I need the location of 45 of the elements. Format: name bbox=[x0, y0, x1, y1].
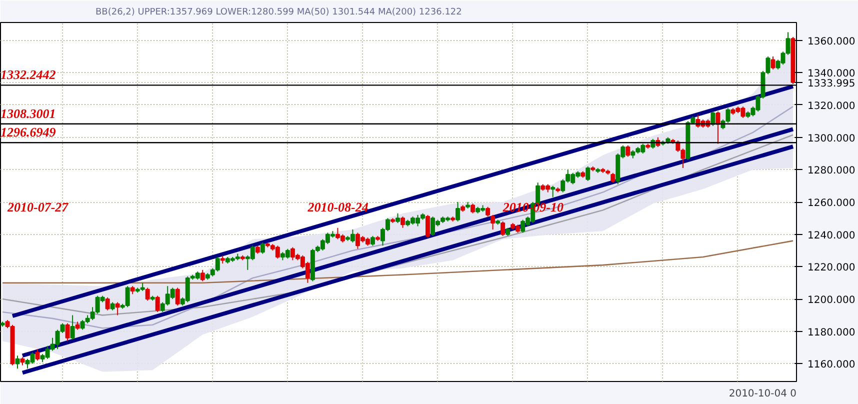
candlestick bbox=[145, 287, 150, 302]
candlestick bbox=[716, 110, 720, 144]
annotation: 2010-08-24 bbox=[306, 200, 369, 215]
candlestick bbox=[610, 172, 616, 184]
candlestick bbox=[490, 214, 496, 230]
candlestick bbox=[200, 269, 205, 282]
text: 2010-10-04 0 bbox=[728, 388, 796, 400]
candlestick bbox=[400, 216, 406, 228]
y-tick-label: 1180.000 bbox=[808, 327, 856, 338]
line-series bbox=[2, 240, 794, 284]
candlestick bbox=[70, 314, 75, 340]
y-tick-label: 1360.000 bbox=[808, 36, 856, 48]
candlestick bbox=[586, 166, 590, 182]
candlestick bbox=[175, 287, 180, 306]
candlestick bbox=[486, 206, 490, 218]
candlestick bbox=[65, 322, 70, 342]
annotation: 2010-07-27 bbox=[6, 200, 69, 215]
candlestick bbox=[626, 144, 630, 158]
y-tick-label: 1220.000 bbox=[808, 262, 856, 274]
y-tick-label: 1240.000 bbox=[808, 230, 856, 242]
y-tick-label: 1333.995 bbox=[808, 78, 856, 90]
chart-title: BB(26,2) UPPER:1357.969 LOWER:1280.599 MA(50) 1301.544 MA(200) 1236.122 bbox=[96, 8, 462, 18]
y-tick-label: 1340.000 bbox=[808, 68, 856, 80]
candlestick bbox=[115, 302, 120, 316]
candlestick bbox=[500, 220, 506, 236]
candlestick bbox=[155, 295, 160, 312]
candlestick bbox=[370, 235, 375, 246]
y-tick-label: 1160.000 bbox=[808, 360, 856, 371]
candlestick bbox=[770, 56, 776, 70]
y-tick-label: 1300.000 bbox=[808, 133, 856, 144]
candlestick bbox=[105, 296, 110, 311]
candlestick bbox=[35, 348, 40, 361]
y-tick-label: 1200.000 bbox=[808, 295, 856, 306]
candlestick bbox=[470, 203, 476, 214]
candlestick bbox=[456, 202, 460, 222]
candlestick bbox=[260, 242, 265, 254]
candlestick bbox=[710, 110, 716, 126]
ref-line-label: 1332.2442 bbox=[0, 67, 56, 82]
y-tick-label: 1280.000 bbox=[808, 166, 856, 177]
candlestick bbox=[550, 185, 556, 198]
candlestick bbox=[426, 214, 430, 238]
y-tick-label: 1320.000 bbox=[808, 100, 856, 112]
candlestick bbox=[15, 355, 20, 370]
y-tick-label: 1260.000 bbox=[808, 198, 856, 209]
candlestick bbox=[396, 212, 400, 224]
